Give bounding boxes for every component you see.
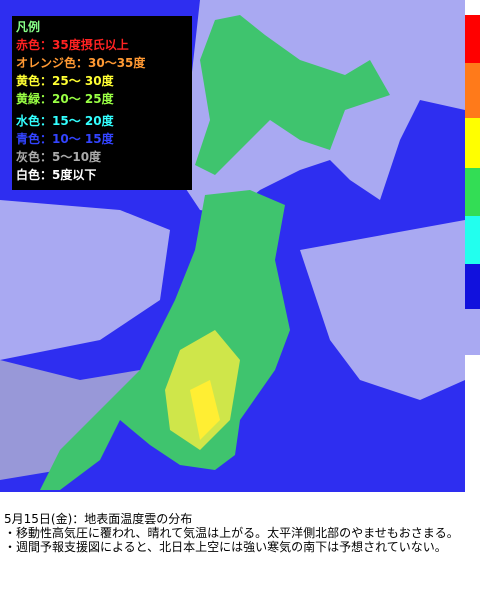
legend-item: 水色：15～ 20度 [16,114,114,128]
hokkaido [195,15,390,175]
warm-area [190,380,220,440]
temperature-map [0,0,480,492]
legend-item: 灰色：5～10度 [16,150,102,164]
scale-gray [465,309,480,355]
legend-item: オレンジ色：30～35度 [16,56,146,70]
legend-item: 赤色：35度摂氏以上 [16,38,129,52]
caption-date: 5月15日(金)：地表面温度雲の分布 [4,512,193,526]
scale-blue [465,264,480,309]
legend-title: 凡例 [16,20,41,34]
caption-bullet: ・週間予報支援図によると、北日本上空には強い寒気の南下は予想されていない。 [4,540,447,554]
scale-orange [465,63,480,118]
caption-bullet: ・移動性高気圧に覆われ、晴れて気温は上がる。太平洋側北部のやませもおさまる。 [4,526,459,540]
scale-green [465,168,480,216]
legend-item: 黄色：25～ 30度 [16,74,114,88]
caption: 5月15日(金)：地表面温度雲の分布 ・移動性高気圧に覆われ、晴れて気温は上がる… [4,512,488,554]
cloud [0,200,170,360]
scale-red [465,15,480,63]
legend-item: 青色：10～ 15度 [16,132,114,146]
cloud [300,220,465,400]
legend: 凡例 赤色：35度摂氏以上 オレンジ色：30～35度 黄色：25～ 30度 黄緑… [12,16,192,190]
land-gray [0,360,140,480]
legend-item: 白色：5度以下 [16,168,97,182]
scale-yellow [465,118,480,168]
scale-cyan [465,216,480,264]
legend-item: 黄緑：20～ 25度 [16,92,114,106]
